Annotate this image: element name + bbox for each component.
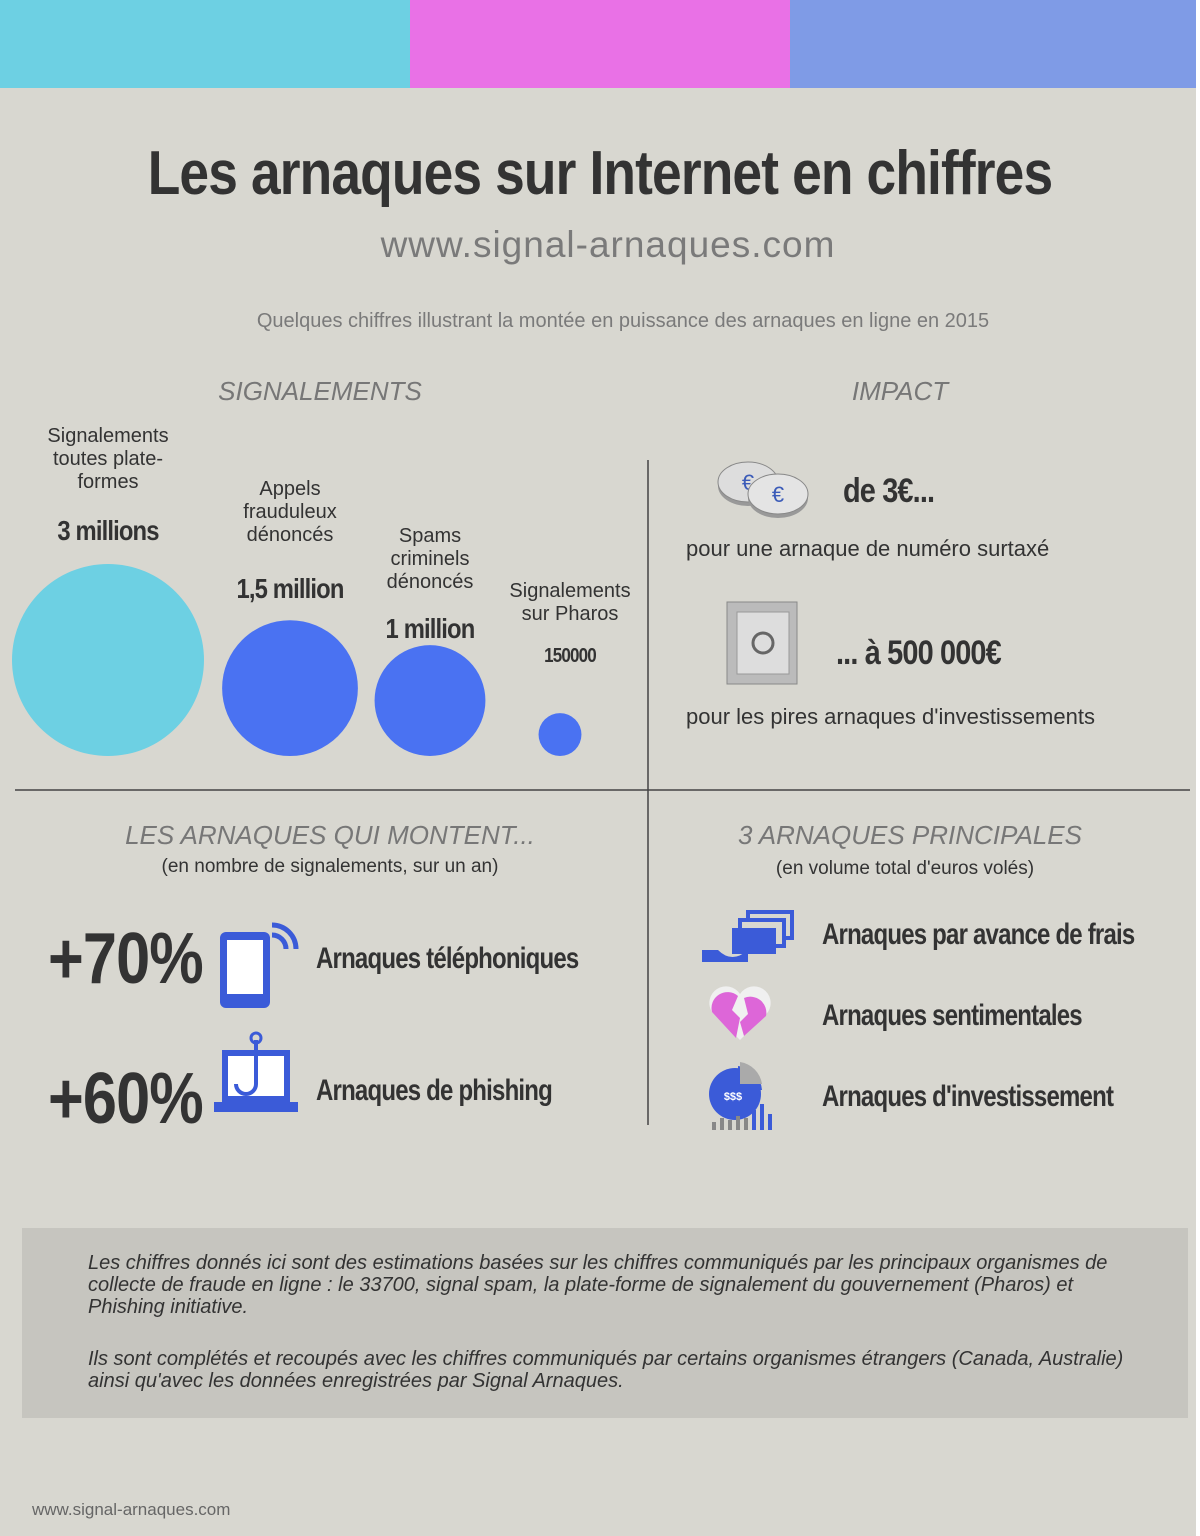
bubble <box>222 620 358 756</box>
svg-text:$$$: $$$ <box>724 1091 742 1103</box>
section-heading: IMPACT <box>851 376 949 406</box>
bubble-label: Spams criminels dénoncés <box>386 525 474 593</box>
scam-label: Arnaques de phishing <box>316 1074 553 1107</box>
bubble <box>12 564 204 756</box>
investment-icon: $$$ <box>709 1062 772 1130</box>
note-paragraph: Les chiffres donnés ici sont des estimat… <box>88 1252 1108 1318</box>
top-scam: Arnaques par avance de frais <box>822 918 1135 951</box>
intro: Quelques chiffres illustrant la montée e… <box>256 310 990 332</box>
top-scam: Arnaques sentimentales <box>822 999 1083 1032</box>
band <box>790 0 1196 88</box>
phishing-icon <box>214 1031 298 1112</box>
heart-icon <box>709 986 771 1040</box>
bubble-label: Signalements toutes plate-formes <box>47 425 169 493</box>
bubble <box>374 645 486 757</box>
change: +70% <box>48 919 204 999</box>
top-scam: Arnaques d'investissement <box>822 1080 1114 1113</box>
section-heading: 3 ARNAQUES PRINCIPALES <box>738 820 1082 850</box>
title: Les arnaques sur Internet en chiffres <box>147 139 1053 208</box>
money-icon <box>702 910 794 962</box>
amount: de 3€... <box>843 472 935 510</box>
bubble-value: 3 millions <box>57 515 159 546</box>
url: www.signal-arnaques.com <box>380 224 836 265</box>
bubble <box>538 713 582 756</box>
amount-text: pour une arnaque de numéro surtaxé <box>686 536 1050 561</box>
scam-label: Arnaques téléphoniques <box>316 942 579 975</box>
edge <box>1196 0 1200 1536</box>
bubbles <box>12 564 582 757</box>
amount: ... à 500 000€ <box>836 634 1002 672</box>
note-paragraph: Ils sont complétés et recoupés avec les … <box>88 1348 1124 1392</box>
bubble-label: Appels frauduleux dénoncés <box>243 478 337 546</box>
footer: www.signal-arnaques.com <box>32 1500 231 1519</box>
section-subheading: (en nombre de signalements, sur un an) <box>161 856 499 877</box>
section-subheading: (en volume total d'euros volés) <box>775 858 1035 879</box>
phone-icon <box>220 922 299 1008</box>
change: +60% <box>48 1059 204 1139</box>
amount-text: pour les pires arnaques d'investissement… <box>686 704 1095 729</box>
coins-icon: € € <box>717 461 809 518</box>
bubble-value: 1,5 million <box>236 573 344 604</box>
band <box>410 0 790 88</box>
band <box>0 0 410 88</box>
safe-icon <box>726 601 798 685</box>
svg-text:€: € <box>772 482 784 507</box>
note-box: Les chiffres donnés ici sont des estimat… <box>22 1228 1188 1418</box>
bubble-value: 1 million <box>385 613 476 644</box>
bubble-label: Signalements sur Pharos <box>509 580 631 625</box>
section-heading: LES ARNAQUES QUI MONTENT... <box>125 820 535 850</box>
bubble-value: 150000 <box>544 645 596 667</box>
section-heading: SIGNALEMENTS <box>218 376 422 406</box>
